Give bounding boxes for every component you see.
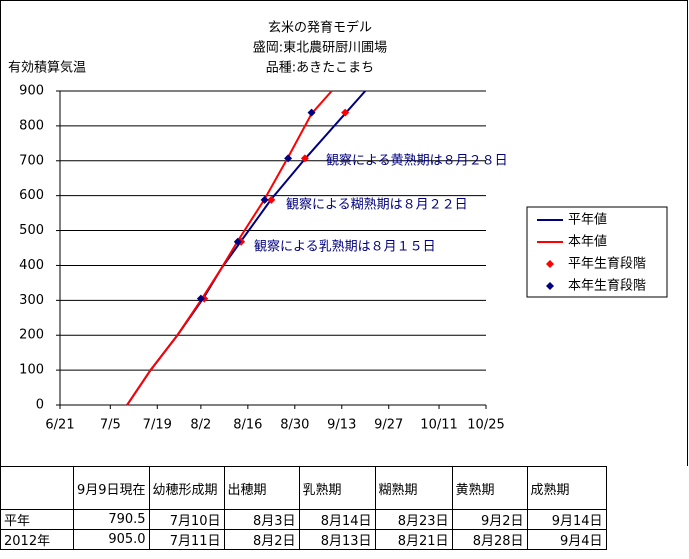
table-cell: 2012年: [0, 529, 74, 550]
legend-label: 本年値: [568, 234, 607, 250]
y-tick-label: 500: [19, 223, 44, 238]
data-table: 9月9日現在 幼穂形成期 出穂期 乳熟期 糊熟期 黄熟期 成熟期 平年 790.5 7月10日 8月…: [0, 466, 607, 550]
table-cell: 790.5: [73, 509, 150, 530]
table-cell: 8月28日: [451, 529, 528, 550]
y-axis-label: 有効積算気温: [8, 60, 86, 76]
table-cell: 平年: [0, 509, 74, 530]
table-cell: 9月14日: [526, 509, 607, 530]
x-tick-label: 9/13: [327, 418, 356, 433]
data-point: [196, 294, 205, 303]
legend-box: [526, 206, 668, 298]
x-tick-label: 9/27: [374, 418, 403, 433]
annotation: 観察による乳熟期は８月１５日: [254, 239, 436, 255]
x-tick-label: 6/21: [45, 418, 74, 433]
table-cell: 7月10日: [148, 509, 225, 530]
table-cell: 幼穂形成期: [148, 466, 225, 510]
table-cell: 8月13日: [298, 529, 376, 550]
annotation: 観察による黄熟期は８月２８日: [326, 153, 508, 169]
y-tick-label: 0: [36, 398, 44, 413]
data-point: [341, 108, 350, 117]
y-tick-label: 600: [19, 188, 44, 203]
x-tick-label: 10/25: [467, 418, 504, 433]
table-cell: 8月2日: [223, 529, 300, 550]
table-header: 9月9日現在 幼穂形成期 出穂期 乳熟期 糊熟期 黄熟期 成熟期: [0, 466, 607, 510]
data-point: [267, 195, 276, 204]
table-cell: 乳熟期: [298, 466, 376, 510]
y-tick-label: 800: [19, 118, 44, 133]
annotation: 観察による糊熟期は８月２２日: [286, 197, 468, 213]
y-tick-label: 300: [19, 293, 44, 308]
legend-label: 本年生育段階: [568, 278, 646, 294]
data-point: [307, 108, 316, 117]
table-cell: 9月2日: [451, 509, 528, 530]
y-tick-label: 900: [19, 84, 44, 99]
data-point: [300, 154, 309, 163]
y-tick-label: 100: [19, 363, 44, 378]
table-cell: 糊熟期: [374, 466, 453, 510]
data-line: [126, 90, 333, 406]
y-tick-label: 200: [19, 328, 44, 343]
table-cell: 7月11日: [148, 529, 225, 550]
table-cell: 8月3日: [223, 509, 300, 530]
data-point: [260, 195, 269, 204]
chart-title: 玄米の発育モデル: [268, 20, 372, 36]
x-tick-label: 8/16: [233, 418, 262, 433]
table-cell: 出穂期: [223, 466, 300, 510]
table-cell: 8月14日: [298, 509, 376, 530]
table-cell: 8月21日: [374, 529, 453, 550]
x-tick-label: 8/30: [280, 418, 309, 433]
table-cell: 成熟期: [526, 466, 607, 510]
chart-title: 品種:あきたこまち: [266, 60, 374, 76]
table-row: 2012年 905.0 7月11日 8月2日 8月13日 8月21日 8月28日 9月4日: [0, 529, 607, 550]
table-cell: 黄熟期: [451, 466, 528, 510]
data-point: [233, 237, 242, 246]
x-tick-label: 7/5: [100, 418, 121, 433]
y-tick-label: 700: [19, 153, 44, 168]
legend-marker: [546, 260, 554, 268]
table-cell: [0, 466, 74, 510]
table-cell: 8月23日: [374, 509, 453, 530]
table-row: 平年 790.5 7月10日 8月3日 8月14日 8月23日 9月2日 9月14日: [0, 509, 607, 530]
legend-marker: [546, 282, 554, 290]
y-tick-label: 400: [19, 258, 44, 273]
table-cell: 9月4日: [526, 529, 607, 550]
table-cell: 905.0: [73, 529, 150, 550]
legend-label: 平年値: [568, 212, 607, 228]
x-tick-label: 10/11: [420, 418, 457, 433]
chart-title: 盛岡:東北農研厨川圃場: [253, 40, 387, 56]
data-point: [284, 154, 293, 163]
table-cell: 9月9日現在: [73, 466, 150, 510]
x-tick-label: 8/2: [190, 418, 211, 433]
frame: [0, 0, 688, 466]
legend-label: 平年生育段階: [568, 256, 646, 272]
x-tick-label: 7/19: [143, 418, 172, 433]
